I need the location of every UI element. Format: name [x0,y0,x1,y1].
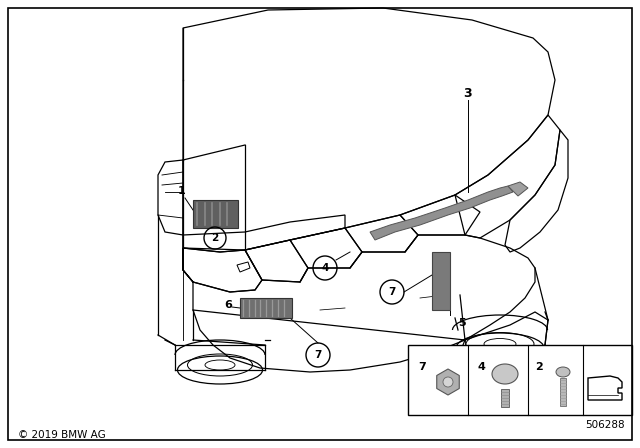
Text: 5: 5 [458,318,466,328]
Text: © 2019 BMW AG: © 2019 BMW AG [18,430,106,440]
Text: 2: 2 [211,233,219,243]
FancyBboxPatch shape [193,200,238,228]
Bar [560,378,566,406]
Text: 7: 7 [314,350,322,360]
FancyBboxPatch shape [240,298,292,318]
Polygon shape [508,182,528,196]
Text: 3: 3 [464,86,472,99]
FancyBboxPatch shape [432,252,450,310]
Ellipse shape [492,364,518,384]
Text: 6: 6 [224,300,232,310]
Text: 4: 4 [477,362,485,372]
Text: 7: 7 [388,287,396,297]
Text: 4: 4 [321,263,329,273]
Circle shape [443,377,453,387]
Text: 7: 7 [418,362,426,372]
Text: 1: 1 [177,186,185,196]
Polygon shape [370,186,513,240]
Bar [501,389,509,407]
Ellipse shape [556,367,570,377]
Text: 2: 2 [535,362,543,372]
Text: 506288: 506288 [586,420,625,430]
Bar [408,345,632,415]
